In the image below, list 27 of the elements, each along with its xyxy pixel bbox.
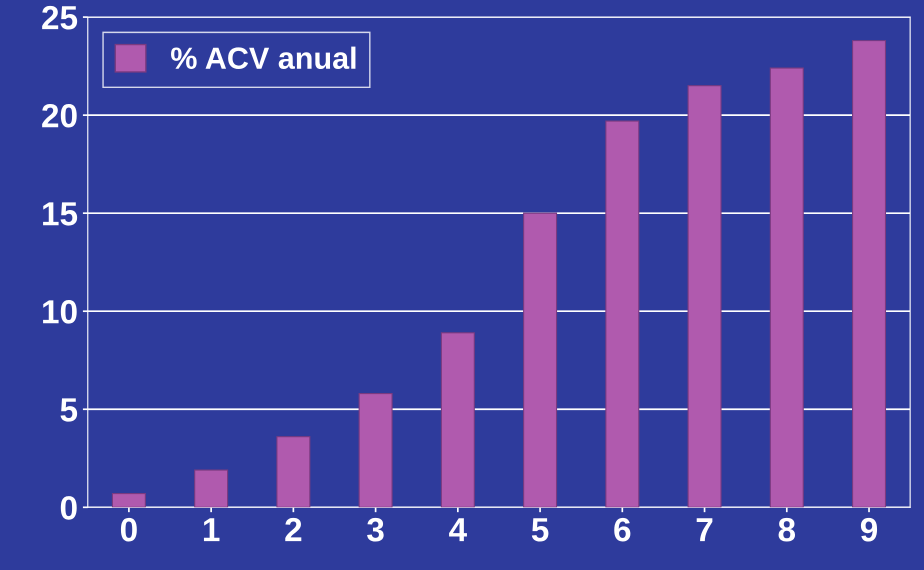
- x-tick-label: 0: [120, 518, 137, 542]
- y-tick-label: 20: [42, 104, 77, 128]
- bar: [605, 120, 640, 508]
- bar: [852, 40, 886, 508]
- bar: [770, 68, 804, 508]
- bar: [523, 212, 558, 508]
- x-tick-label: 2: [285, 518, 302, 542]
- y-tick-label: 0: [60, 496, 77, 520]
- bar: [358, 393, 393, 508]
- x-tick-label: 9: [860, 518, 878, 542]
- bar: [688, 85, 722, 508]
- x-tick-label: 3: [367, 518, 384, 542]
- y-tick-label: 15: [43, 202, 78, 226]
- x-tick-label: 6: [614, 518, 630, 542]
- y-tick-label: 5: [60, 398, 78, 422]
- x-tick-label: 8: [778, 518, 796, 542]
- x-tick-label: 7: [696, 518, 712, 542]
- bar: [194, 469, 228, 508]
- bar: [112, 493, 146, 508]
- x-tick-label: 1: [204, 518, 220, 542]
- x-tick-label: 4: [449, 518, 467, 542]
- legend-label: % ACV anual: [171, 46, 356, 70]
- x-tick-label: 5: [532, 518, 548, 542]
- bar: [440, 332, 475, 508]
- bar: [276, 436, 310, 508]
- y-tick-label: 25: [42, 6, 78, 30]
- y-tick-label: 10: [43, 300, 77, 324]
